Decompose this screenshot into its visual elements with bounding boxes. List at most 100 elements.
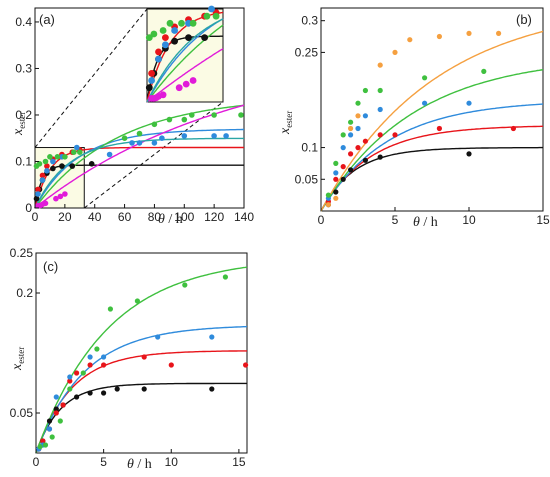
x-tick-label: 5: [392, 213, 399, 227]
data-point-red: [87, 362, 93, 368]
data-point-black: [209, 386, 215, 392]
data-point-blue: [377, 106, 383, 113]
panel-a-inset-fit-curves: [146, 11, 224, 103]
inset-data-point-red: [155, 48, 162, 56]
y-tick-label: 0.05: [295, 172, 319, 186]
inset-fit-curve-teal: [146, 18, 224, 103]
panel-b-label: (b): [516, 12, 532, 27]
data-point-green: [422, 75, 428, 81]
inset-data-point-magenta: [159, 91, 167, 99]
data-point-green: [211, 112, 217, 118]
data-point-green: [62, 154, 68, 160]
data-point-magenta: [42, 200, 49, 207]
data-point-red: [168, 362, 174, 368]
x-tick-label: 100: [174, 210, 194, 224]
data-point-blue: [129, 140, 135, 146]
data-point-green: [67, 386, 73, 392]
inset-data-point-black: [201, 34, 209, 41]
data-point-orange: [392, 49, 398, 56]
y-tick-label: 0: [25, 201, 32, 215]
data-point-blue: [74, 144, 80, 151]
data-point-red: [40, 438, 46, 444]
data-point-red: [333, 176, 339, 182]
panel-c-y-axis-label: xester: [10, 347, 26, 371]
data-point-blue: [223, 133, 229, 139]
y-tick-label: 0.3: [15, 61, 32, 75]
data-point-blue: [106, 151, 113, 158]
x-tick-label: 10: [165, 455, 179, 469]
panel-b-x-ticks: 0 5 10 15: [318, 207, 550, 227]
data-point-red: [141, 354, 147, 360]
data-point-red: [60, 402, 66, 408]
panel-b: 0 5 10 15 0.05 0.1 0.25 0.3 (b) θ / h xester: [278, 7, 550, 230]
data-point-black: [348, 167, 354, 173]
inset-fit-curve-black: [146, 35, 223, 103]
data-point-green: [348, 119, 354, 125]
x-tick-label: 140: [234, 210, 254, 224]
y-tick-label: 0.2: [15, 108, 32, 122]
data-point-black: [53, 406, 59, 412]
data-point-green: [57, 418, 63, 424]
data-point-blue: [101, 354, 107, 360]
inset-data-point-magenta: [175, 84, 183, 92]
data-point-green: [42, 442, 49, 448]
data-point-blue: [466, 100, 472, 106]
inset-fit-curve-magenta: [146, 48, 224, 103]
inset-data-point-red: [162, 34, 169, 41]
data-point-blue: [333, 170, 339, 176]
fit-curve-red: [320, 125, 543, 212]
x-tick-label: 120: [204, 210, 224, 224]
inset-data-point-black: [171, 37, 179, 45]
data-point-blue: [50, 158, 56, 165]
data-point-red: [392, 132, 398, 138]
panel-c-x-axis-label: θ / h: [127, 457, 152, 472]
data-point-green: [47, 154, 53, 160]
data-point-red: [355, 145, 361, 151]
data-point-green: [77, 149, 83, 155]
data-point-green: [36, 161, 43, 167]
data-point-green: [377, 87, 383, 94]
data-point-green: [151, 121, 158, 128]
y-tick-label: 0.1: [15, 154, 32, 168]
data-point-blue: [136, 140, 143, 146]
data-point-green: [136, 130, 143, 137]
data-point-orange: [436, 33, 442, 40]
data-point-blue: [209, 334, 215, 340]
panel-c-data-points: [36, 274, 249, 452]
data-point-red: [243, 362, 249, 368]
data-point-green: [362, 87, 368, 94]
panel-a-y-axis-label: xester: [11, 112, 27, 136]
data-point-blue: [348, 132, 354, 138]
inset-data-point-blue: [148, 77, 156, 84]
panel-a: 0 20 40 60 80 100 120 140 0 0.1 0.2 0.3 0.4 (a) θ /…: [11, 5, 254, 227]
fit-curve-green: [34, 104, 245, 209]
inset-data-point-green: [150, 30, 158, 38]
inset-data-point-red: [148, 70, 156, 77]
fit-curve-green: [35, 266, 248, 454]
data-point-green: [222, 274, 228, 280]
inset-fit-curve-green: [146, 24, 224, 103]
data-point-green: [166, 116, 173, 123]
y-tick-label: 0.2: [16, 286, 33, 300]
data-point-black: [141, 386, 147, 392]
x-tick-label: 10: [462, 213, 476, 227]
y-tick-label: 0.25: [10, 246, 34, 260]
data-point-orange: [377, 62, 383, 68]
panel-c-fit-curves: [35, 266, 248, 454]
data-point-blue: [44, 168, 50, 174]
data-point-orange: [496, 30, 502, 36]
data-point-green: [189, 112, 195, 118]
panel-c-frame: [35, 252, 248, 454]
data-point-magenta: [57, 193, 64, 200]
zoom-connector-line: [83, 101, 224, 209]
inset-data-point-blue: [208, 5, 215, 13]
data-point-black: [33, 195, 40, 202]
data-point-black: [340, 176, 346, 182]
data-point-black: [362, 157, 368, 163]
data-point-orange: [466, 30, 472, 36]
data-point-green: [325, 192, 331, 198]
data-point-orange: [333, 195, 339, 201]
data-point-green: [238, 112, 244, 118]
data-point-green: [333, 160, 339, 166]
